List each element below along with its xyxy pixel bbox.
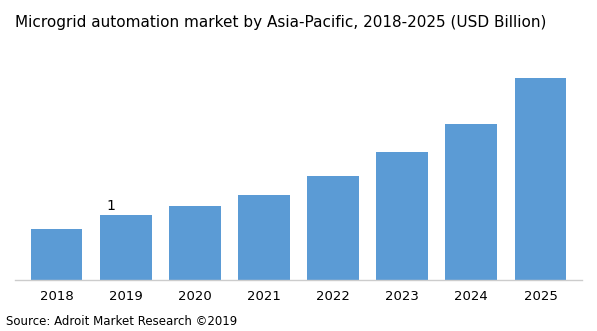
Bar: [445, 124, 497, 280]
Bar: [307, 176, 359, 280]
Text: Microgrid automation market by Asia-Pacific, 2018-2025 (USD Billion): Microgrid automation market by Asia-Paci…: [15, 15, 546, 30]
Text: Source: Adroit Market Research ©2019: Source: Adroit Market Research ©2019: [6, 315, 237, 328]
Bar: [100, 215, 152, 280]
Bar: [515, 78, 567, 280]
Bar: [376, 152, 428, 280]
Text: 1: 1: [106, 199, 115, 213]
Bar: [169, 206, 221, 280]
Bar: [238, 195, 290, 280]
Bar: [30, 229, 82, 280]
